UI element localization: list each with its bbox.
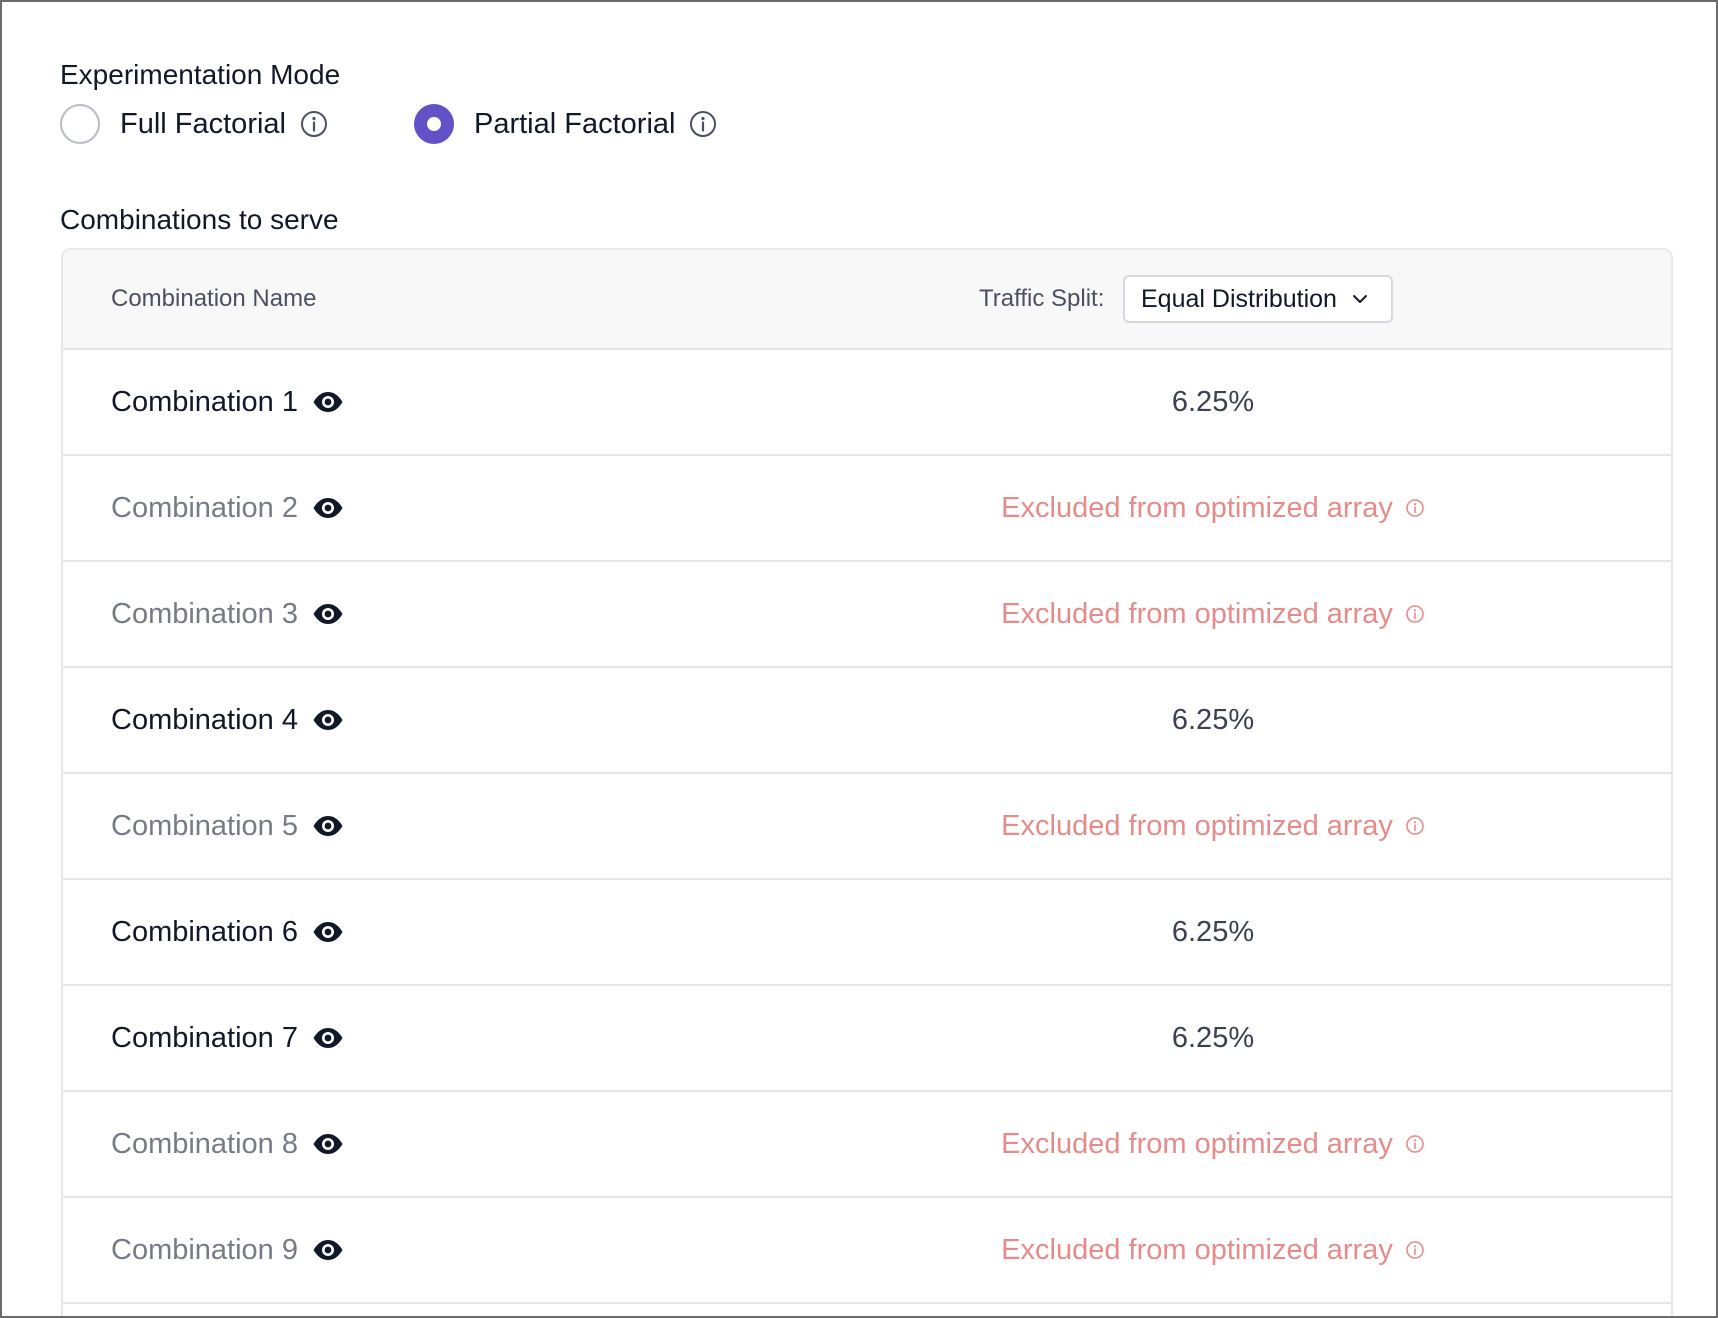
eye-icon[interactable] bbox=[312, 391, 344, 413]
combination-name: Combination 9 bbox=[111, 1233, 298, 1266]
table-row: Combination 7 6.25% bbox=[63, 986, 1671, 1092]
excluded-status: Excluded from optimized array bbox=[1001, 1234, 1425, 1267]
full-factorial-radio[interactable] bbox=[60, 104, 100, 144]
table-row: Combination 5 Excluded from optimized ar… bbox=[63, 774, 1671, 880]
traffic-value-cell: Excluded from optimized array bbox=[1001, 456, 1425, 560]
traffic-split-label: Traffic Split: bbox=[979, 285, 1105, 312]
combination-name-cell: Combination 4 bbox=[111, 668, 344, 772]
eye-icon[interactable] bbox=[312, 1239, 344, 1261]
eye-icon[interactable] bbox=[312, 1027, 344, 1049]
traffic-value-cell: Excluded from optimized array bbox=[1001, 1092, 1425, 1196]
combination-name-cell: Combination 1 bbox=[111, 350, 344, 454]
combination-name: Combination 7 bbox=[111, 1021, 298, 1054]
excluded-text: Excluded from optimized array bbox=[1001, 597, 1393, 630]
column-header-combination-name: Combination Name bbox=[111, 285, 317, 312]
traffic-value-cell: Excluded from optimized array bbox=[1001, 562, 1425, 666]
combination-name: Combination 8 bbox=[111, 1127, 298, 1160]
excluded-text: Excluded from optimized array bbox=[1001, 491, 1393, 524]
excluded-info-icon[interactable] bbox=[1405, 816, 1425, 836]
excluded-text: Excluded from optimized array bbox=[1001, 809, 1393, 842]
eye-icon[interactable] bbox=[312, 709, 344, 731]
table-body: Combination 1 6.25% Combination 2 bbox=[63, 350, 1671, 1304]
partial-factorial-info-icon[interactable] bbox=[689, 110, 717, 138]
combination-name-cell: Combination 8 bbox=[111, 1092, 344, 1196]
radio-option-partial-factorial[interactable]: Partial Factorial bbox=[414, 103, 717, 145]
table-row: Combination 9 Excluded from optimized ar… bbox=[63, 1198, 1671, 1304]
experimentation-mode-title: Experimentation Mode bbox=[60, 59, 341, 90]
radio-option-full-factorial[interactable]: Full Factorial bbox=[60, 103, 328, 145]
traffic-value-cell: 6.25% bbox=[1003, 350, 1423, 454]
traffic-value-cell: Excluded from optimized array bbox=[1001, 774, 1425, 878]
table-row: Combination 8 Excluded from optimized ar… bbox=[63, 1092, 1671, 1198]
table-row: Combination 4 6.25% bbox=[63, 668, 1671, 774]
traffic-value-cell: 6.25% bbox=[1003, 986, 1423, 1090]
full-factorial-label[interactable]: Full Factorial bbox=[120, 107, 286, 140]
combination-name: Combination 4 bbox=[111, 703, 298, 736]
combination-name: Combination 6 bbox=[111, 915, 298, 948]
excluded-status: Excluded from optimized array bbox=[1001, 598, 1425, 631]
combinations-section-title: Combinations to serve bbox=[60, 204, 339, 235]
combination-name: Combination 2 bbox=[111, 491, 298, 524]
excluded-text: Excluded from optimized array bbox=[1001, 1233, 1393, 1266]
partial-factorial-radio[interactable] bbox=[414, 104, 454, 144]
excluded-info-icon[interactable] bbox=[1405, 498, 1425, 518]
excluded-info-icon[interactable] bbox=[1405, 1240, 1425, 1260]
full-factorial-info-icon[interactable] bbox=[300, 110, 328, 138]
excluded-status: Excluded from optimized array bbox=[1001, 492, 1425, 525]
eye-icon[interactable] bbox=[312, 1133, 344, 1155]
combination-name-cell: Combination 6 bbox=[111, 880, 344, 984]
traffic-value-cell: Excluded from optimized array bbox=[1001, 1198, 1425, 1302]
excluded-info-icon[interactable] bbox=[1405, 1134, 1425, 1154]
chevron-down-icon bbox=[1351, 290, 1369, 308]
combination-name: Combination 3 bbox=[111, 597, 298, 630]
traffic-percentage: 6.25% bbox=[1171, 385, 1255, 418]
excluded-status: Excluded from optimized array bbox=[1001, 1128, 1425, 1161]
traffic-percentage: 6.25% bbox=[1171, 1021, 1255, 1054]
eye-icon[interactable] bbox=[312, 603, 344, 625]
combination-name-cell: Combination 2 bbox=[111, 456, 344, 560]
table-row: Combination 1 6.25% bbox=[63, 350, 1671, 456]
traffic-percentage: 6.25% bbox=[1171, 703, 1255, 736]
traffic-value-cell: 6.25% bbox=[1003, 668, 1423, 772]
eye-icon[interactable] bbox=[312, 815, 344, 837]
table-row: Combination 2 Excluded from optimized ar… bbox=[63, 456, 1671, 562]
combination-name-cell: Combination 3 bbox=[111, 562, 344, 666]
combinations-table: Combination Name Traffic Split: Equal Di… bbox=[61, 248, 1673, 1316]
combination-name-cell: Combination 5 bbox=[111, 774, 344, 878]
table-row: Combination 3 Excluded from optimized ar… bbox=[63, 562, 1671, 668]
combination-name-cell: Combination 9 bbox=[111, 1198, 344, 1302]
traffic-percentage: 6.25% bbox=[1171, 915, 1255, 948]
table-row: Combination 6 6.25% bbox=[63, 880, 1671, 986]
excluded-info-icon[interactable] bbox=[1405, 604, 1425, 624]
traffic-value-cell: 6.25% bbox=[1003, 880, 1423, 984]
combination-name: Combination 5 bbox=[111, 809, 298, 842]
combination-name-cell: Combination 7 bbox=[111, 986, 344, 1090]
combination-name: Combination 1 bbox=[111, 385, 298, 418]
traffic-split-selected-value: Equal Distribution bbox=[1141, 284, 1337, 313]
experimentation-mode-radio-group: Full Factorial Partial Factorial bbox=[60, 103, 960, 145]
traffic-split-dropdown[interactable]: Equal Distribution bbox=[1123, 275, 1393, 323]
excluded-status: Excluded from optimized array bbox=[1001, 810, 1425, 843]
eye-icon[interactable] bbox=[312, 497, 344, 519]
table-header: Combination Name Traffic Split: Equal Di… bbox=[63, 250, 1671, 350]
excluded-text: Excluded from optimized array bbox=[1001, 1127, 1393, 1160]
partial-factorial-label[interactable]: Partial Factorial bbox=[474, 107, 676, 140]
eye-icon[interactable] bbox=[312, 921, 344, 943]
